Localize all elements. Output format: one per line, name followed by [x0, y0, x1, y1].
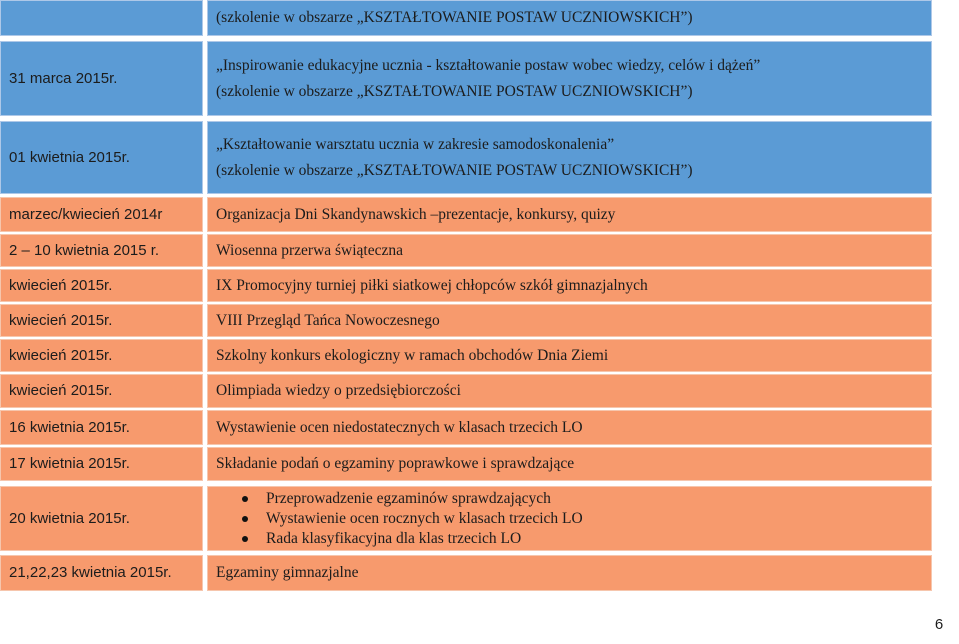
event-line: (szkolenie w obszarze „KSZTAŁTOWANIE POS… [216, 161, 693, 179]
date-cell: 01 kwietnia 2015r. [0, 121, 203, 194]
event-cell: „Inspirowanie edukacyjne ucznia - kształ… [207, 41, 932, 116]
date-cell: 16 kwietnia 2015r. [0, 410, 203, 445]
list-item: Przeprowadzenie egzaminów sprawdzających [216, 489, 931, 509]
date-cell: 20 kwietnia 2015r. [0, 486, 203, 551]
date-cell: kwiecień 2015r. [0, 339, 203, 372]
schedule-row: 20 kwietnia 2015r. Przeprowadzenie egzam… [0, 486, 959, 551]
bullet-icon [242, 495, 248, 502]
list-item: Wystawienie ocen rocznych w klasach trze… [216, 509, 931, 529]
event-line: (szkolenie w obszarze „KSZTAŁTOWANIE POS… [216, 82, 693, 100]
page-number: 6 [934, 616, 944, 633]
bullet-icon [242, 515, 248, 522]
schedule-row: kwiecień 2015r. Szkolny konkurs ekologic… [0, 339, 959, 372]
event-cell: Olimpiada wiedzy o przedsiębiorczości [207, 374, 932, 408]
date-cell: 2 – 10 kwietnia 2015 r. [0, 234, 203, 267]
schedule-row: 31 marca 2015r. „Inspirowanie edukacyjne… [0, 41, 959, 116]
bullet-icon [242, 535, 248, 542]
date-cell: kwiecień 2015r. [0, 304, 203, 337]
event-cell: IX Promocyjny turniej piłki siatkowej ch… [207, 269, 932, 302]
schedule-row: 16 kwietnia 2015r. Wystawienie ocen nied… [0, 410, 959, 445]
schedule-row: 21,22,23 kwietnia 2015r. Egzaminy gimnaz… [0, 555, 959, 591]
event-cell: Składanie podań o egzaminy poprawkowe i … [207, 447, 932, 481]
date-cell: kwiecień 2015r. [0, 374, 203, 408]
event-cell: Egzaminy gimnazjalne [207, 555, 932, 591]
event-bullet-list: Przeprowadzenie egzaminów sprawdzających… [216, 489, 931, 549]
date-cell: marzec/kwiecień 2014r [0, 197, 203, 232]
schedule-row: kwiecień 2015r. VIII Przegląd Tańca Nowo… [0, 304, 959, 337]
schedule-row: kwiecień 2015r. Olimpiada wiedzy o przed… [0, 374, 959, 408]
schedule-row: kwiecień 2015r. IX Promocyjny turniej pi… [0, 269, 959, 302]
event-title: „Kształtowanie warsztatu ucznia w zakres… [216, 135, 615, 153]
schedule-row: 17 kwietnia 2015r. Składanie podań o egz… [0, 447, 959, 481]
date-cell: 31 marca 2015r. [0, 41, 203, 116]
event-cell: Organizacja Dni Skandynawskich –prezenta… [207, 197, 932, 232]
event-cell: (szkolenie w obszarze „KSZTAŁTOWANIE POS… [207, 0, 932, 36]
event-cell: „Kształtowanie warsztatu ucznia w zakres… [207, 121, 932, 194]
event-cell: Przeprowadzenie egzaminów sprawdzających… [207, 486, 932, 551]
event-line: (szkolenie w obszarze „KSZTAŁTOWANIE POS… [216, 9, 693, 26]
date-cell: 21,22,23 kwietnia 2015r. [0, 555, 203, 591]
schedule-row: marzec/kwiecień 2014r Organizacja Dni Sk… [0, 197, 959, 232]
schedule-row: 2 – 10 kwietnia 2015 r. Wiosenna przerwa… [0, 234, 959, 267]
event-cell: VIII Przegląd Tańca Nowoczesnego [207, 304, 932, 337]
schedule-row: (szkolenie w obszarze „KSZTAŁTOWANIE POS… [0, 0, 959, 36]
event-cell: Wiosenna przerwa świąteczna [207, 234, 932, 267]
schedule-row: 01 kwietnia 2015r. „Kształtowanie warszt… [0, 121, 959, 194]
date-cell: kwiecień 2015r. [0, 269, 203, 302]
list-item: Rada klasyfikacyjna dla klas trzecich LO [216, 529, 931, 549]
event-title: „Inspirowanie edukacyjne ucznia - kształ… [216, 56, 761, 74]
event-cell: Szkolny konkurs ekologiczny w ramach obc… [207, 339, 932, 372]
event-cell: Wystawienie ocen niedostatecznych w klas… [207, 410, 932, 445]
date-cell [0, 0, 203, 36]
date-cell: 17 kwietnia 2015r. [0, 447, 203, 481]
